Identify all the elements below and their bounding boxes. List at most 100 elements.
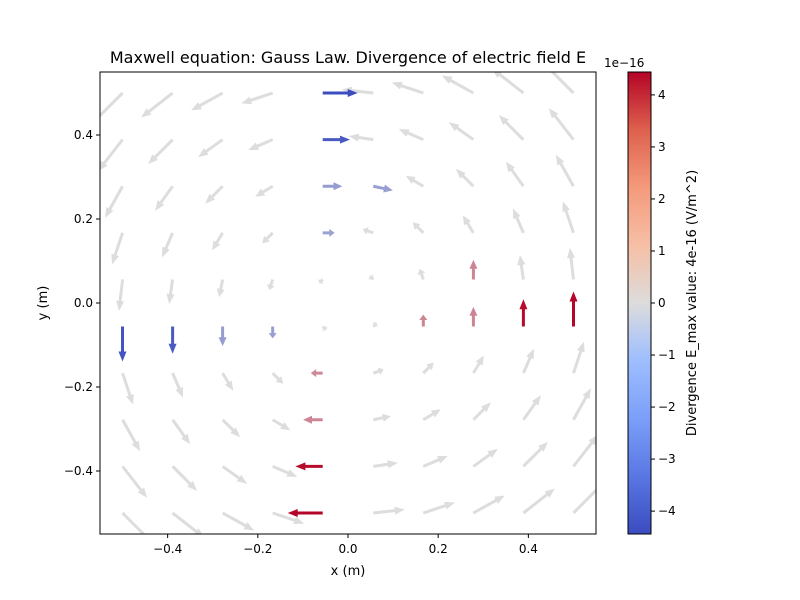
field-arrow: [162, 232, 174, 258]
colorbar-label: Divergence E_max value: 4e-16 (V/m^2): [685, 170, 700, 436]
plot-frame: [99, 71, 597, 535]
field-arrow: [205, 185, 224, 204]
field-arrow: [121, 465, 148, 498]
field-arrow: [512, 208, 525, 234]
field-arrow: [221, 372, 234, 391]
field-arrow: [572, 485, 596, 515]
x-tick-label: −0.4: [153, 542, 182, 556]
field-arrow: [100, 138, 124, 170]
field-arrow: [171, 511, 203, 534]
field-arrow: [462, 215, 475, 234]
highlighted-field-arrow: [218, 326, 227, 347]
field-arrow: [271, 418, 291, 431]
highlighted-field-arrow: [322, 228, 335, 237]
field-arrow: [517, 255, 526, 280]
field-arrow: [522, 348, 534, 374]
colorbar-tick-label: −4: [658, 504, 676, 518]
colorbar-tick-label: −1: [658, 348, 676, 362]
highlighted-field-arrow: [303, 415, 323, 424]
field-arrow: [422, 409, 441, 421]
highlighted-field-arrow: [419, 314, 428, 327]
colorbar-tick-label: 1: [658, 244, 666, 258]
highlighted-field-arrow: [322, 135, 350, 144]
colorbar-tick-label: −2: [658, 400, 676, 414]
field-arrow: [116, 279, 125, 311]
field-arrow: [148, 138, 174, 165]
field-arrow: [248, 138, 274, 151]
field-arrow: [318, 278, 324, 285]
field-arrow: [550, 72, 575, 95]
field-arrow: [441, 75, 475, 95]
highlighted-field-arrow: [372, 184, 393, 193]
colorbar-tick-label: 3: [658, 140, 666, 154]
field-arrow: [111, 232, 124, 265]
field-arrow: [412, 222, 425, 234]
highlighted-field-arrow: [322, 182, 343, 191]
highlighted-field-arrow: [469, 306, 478, 327]
field-arrow: [241, 91, 274, 105]
field-arrow: [121, 372, 134, 405]
field-arrow: [105, 185, 124, 218]
field-arrow: [121, 511, 146, 534]
x-tick-label: 0.0: [338, 542, 357, 556]
field-arrow: [362, 227, 374, 235]
field-arrow: [171, 418, 191, 445]
highlighted-field-arrow: [168, 326, 177, 354]
field-arrow: [198, 138, 224, 158]
y-tick-label: 0.2: [74, 212, 93, 226]
field-arrow: [472, 448, 498, 468]
quiver-arrows: [100, 72, 596, 534]
y-axis-ticks: −0.4 −0.2 0.0 0.2 0.4: [64, 128, 100, 478]
field-arrow: [272, 511, 305, 525]
highlighted-field-arrow: [310, 369, 323, 378]
field-arrow: [216, 279, 225, 297]
colorbar-tick-label: 2: [658, 192, 666, 206]
field-arrow: [212, 232, 224, 251]
field-arrow: [455, 168, 475, 188]
field-arrow: [562, 201, 575, 234]
field-arrow: [405, 175, 425, 188]
field-arrow: [422, 455, 448, 468]
field-arrow: [472, 495, 505, 515]
x-axis-ticks: −0.4 −0.2 0.0 0.2 0.4: [153, 534, 538, 556]
field-arrow: [141, 91, 174, 118]
field-arrow: [191, 91, 224, 111]
field-arrow: [271, 372, 284, 384]
x-axis-label: x (m): [331, 564, 366, 579]
field-arrow: [391, 81, 424, 95]
colorbar-tick-label: −3: [658, 452, 676, 466]
colorbar-tick-label: 4: [658, 88, 666, 102]
field-arrow: [398, 129, 424, 141]
field-arrow: [166, 279, 175, 304]
colorbar-tick-label: 0: [658, 296, 666, 310]
highlighted-field-arrow: [469, 259, 478, 280]
x-tick-label: −0.2: [243, 542, 272, 556]
highlighted-field-arrow: [519, 299, 528, 327]
field-arrow: [321, 325, 328, 332]
field-arrow: [221, 511, 255, 531]
field-arrow: [498, 115, 525, 141]
field-arrow: [373, 413, 391, 422]
field-arrow: [548, 108, 575, 141]
field-arrow: [472, 402, 491, 421]
x-tick-label: 0.2: [429, 542, 448, 556]
colorbar: [627, 71, 652, 535]
field-arrow: [448, 122, 475, 141]
y-axis-label: y (m): [36, 286, 51, 321]
colorbar-ticks: −4 −3 −2 −1 0 1 2 3 4: [651, 88, 676, 518]
highlighted-field-arrow: [569, 291, 578, 327]
field-arrow: [121, 419, 141, 452]
field-arrow: [155, 185, 174, 211]
field-arrow: [417, 269, 426, 280]
colorbar-offset-text: 1e−16: [604, 56, 644, 70]
highlighted-field-arrow: [118, 326, 127, 362]
field-arrow: [368, 274, 375, 281]
field-arrow: [262, 231, 274, 244]
chart-title: Maxwell equation: Gauss Law. Divergence …: [110, 48, 586, 67]
field-arrow: [422, 362, 434, 375]
field-arrow: [100, 91, 124, 121]
field-arrow: [372, 367, 384, 375]
field-arrow: [373, 506, 405, 515]
field-arrow: [272, 465, 298, 477]
field-arrow: [567, 248, 575, 280]
